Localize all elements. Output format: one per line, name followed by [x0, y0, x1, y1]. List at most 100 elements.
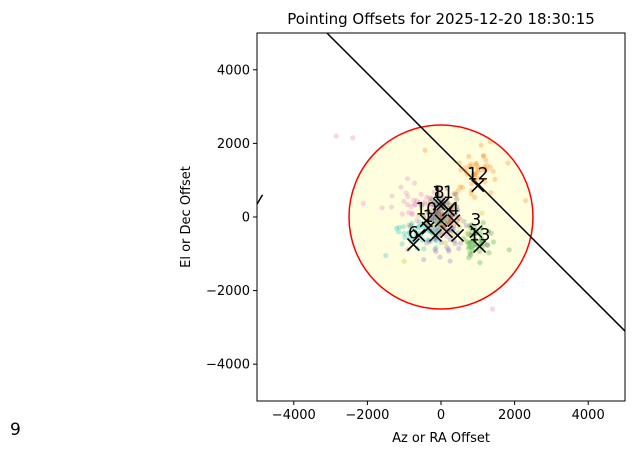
data-point	[464, 239, 470, 245]
x-tick-label: 0	[437, 408, 445, 423]
data-point	[412, 202, 418, 208]
data-point	[401, 258, 407, 264]
data-point	[468, 252, 474, 258]
data-point	[492, 176, 498, 182]
data-point	[467, 244, 473, 250]
data-point	[475, 164, 481, 170]
data-point	[408, 222, 414, 228]
y-tick-label: −2000	[206, 284, 250, 299]
data-point	[403, 190, 409, 196]
data-point	[360, 200, 366, 207]
data-point	[472, 194, 478, 200]
data-point	[401, 230, 407, 236]
data-point	[445, 246, 452, 252]
marker-label-10: 10	[415, 200, 437, 220]
data-point	[486, 250, 492, 256]
x-marker	[434, 214, 448, 228]
data-point	[444, 233, 450, 239]
data-point	[451, 223, 457, 229]
data-point	[482, 167, 488, 173]
extra-label-9: 9	[10, 420, 21, 440]
data-point	[430, 201, 436, 207]
data-point	[463, 222, 469, 229]
data-point	[489, 306, 496, 312]
data-point	[438, 239, 444, 245]
data-point	[399, 211, 406, 217]
data-point	[468, 161, 474, 167]
data-point	[442, 240, 448, 246]
data-point	[399, 241, 405, 247]
data-point	[480, 153, 487, 159]
data-point	[434, 208, 440, 214]
data-point	[416, 219, 422, 225]
data-point	[487, 164, 493, 170]
data-point	[422, 147, 428, 153]
data-point	[433, 245, 439, 251]
data-point	[467, 240, 473, 246]
data-point	[398, 184, 404, 190]
data-point	[388, 204, 395, 210]
data-point	[425, 210, 431, 216]
data-point	[414, 198, 420, 204]
data-point	[464, 171, 470, 177]
data-point	[428, 217, 435, 223]
data-point	[446, 248, 452, 254]
data-point	[457, 240, 464, 246]
x-marker	[412, 228, 426, 242]
data-point	[468, 191, 474, 197]
data-point	[406, 209, 412, 215]
data-point	[506, 247, 512, 253]
x-marker	[419, 214, 433, 228]
data-point	[478, 167, 485, 173]
data-point	[472, 171, 478, 177]
data-point	[422, 199, 428, 205]
data-point	[395, 229, 402, 235]
data-point	[389, 193, 395, 199]
data-point	[436, 211, 442, 217]
data-point	[426, 238, 432, 244]
data-point	[333, 133, 339, 139]
data-point	[415, 213, 422, 219]
data-point	[453, 192, 459, 198]
data-point	[418, 205, 424, 211]
data-point	[407, 230, 413, 236]
marker-label-8: 8	[434, 183, 445, 203]
data-point	[438, 209, 444, 215]
data-point	[447, 258, 453, 264]
data-point	[426, 209, 432, 215]
data-point	[462, 165, 468, 171]
data-point	[424, 225, 430, 231]
data-point	[477, 260, 483, 266]
data-point	[432, 226, 439, 232]
data-point	[433, 237, 439, 244]
x-marker	[439, 225, 454, 239]
data-point	[421, 246, 427, 252]
data-point	[407, 234, 413, 240]
data-point	[431, 189, 437, 195]
x-tick-label: 4000	[572, 408, 605, 423]
data-point	[505, 160, 511, 166]
data-point	[480, 220, 486, 226]
x-marker	[469, 225, 483, 239]
data-point	[408, 224, 414, 230]
data-point	[472, 171, 478, 177]
marker-label-6: 6	[408, 224, 419, 244]
y-tick-label: 2000	[217, 137, 250, 152]
data-point	[444, 217, 451, 223]
x-axis-label: Az or RA Offset	[392, 431, 490, 446]
data-point	[475, 175, 481, 182]
data-point	[427, 208, 433, 214]
data-point	[463, 168, 469, 174]
data-point	[449, 212, 455, 218]
marker-label-13: 13	[469, 225, 491, 245]
data-point	[455, 188, 461, 194]
data-point	[431, 217, 437, 223]
x-tick-label: 2000	[498, 408, 531, 423]
data-point	[419, 237, 425, 243]
data-point	[427, 199, 433, 205]
data-point	[437, 187, 443, 193]
data-point	[481, 164, 487, 170]
data-point	[477, 238, 483, 244]
y-tick-label: 0	[242, 211, 250, 226]
